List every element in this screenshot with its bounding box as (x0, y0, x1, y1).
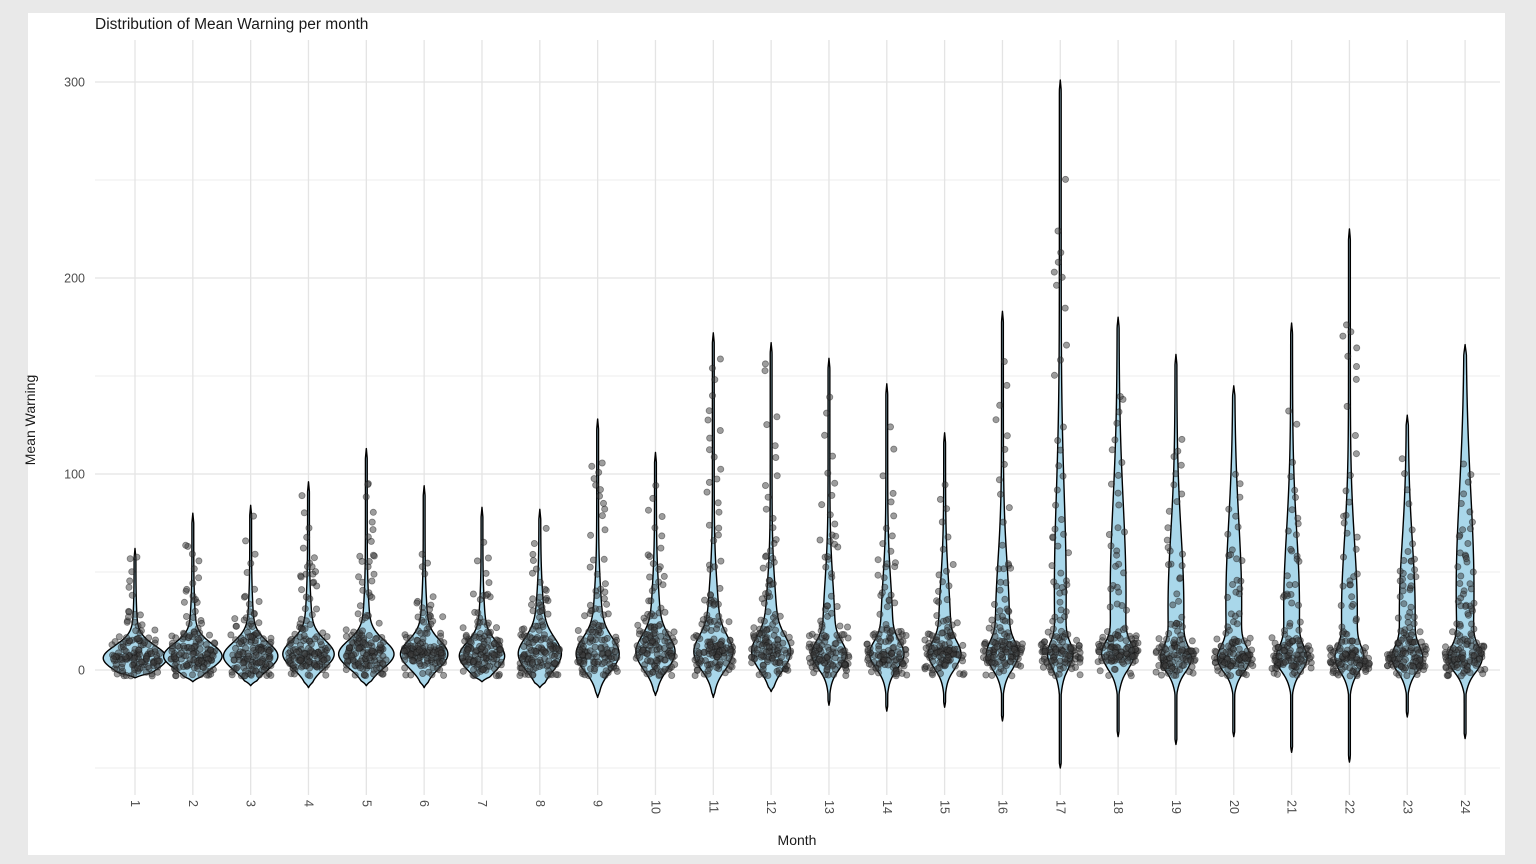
svg-text:21: 21 (1285, 800, 1299, 814)
svg-text:7: 7 (475, 800, 489, 807)
svg-text:300: 300 (64, 76, 85, 90)
svg-text:24: 24 (1458, 800, 1472, 814)
svg-text:10: 10 (648, 800, 662, 814)
svg-text:2: 2 (186, 800, 200, 807)
svg-text:18: 18 (1111, 800, 1125, 814)
chart-title: Distribution of Mean Warning per month (95, 16, 369, 33)
x-axis-title: Month (777, 832, 817, 848)
svg-text:20: 20 (1227, 800, 1241, 814)
svg-text:200: 200 (64, 272, 85, 286)
svg-text:16: 16 (995, 800, 1009, 814)
svg-text:1: 1 (128, 800, 142, 807)
svg-text:19: 19 (1169, 800, 1183, 814)
svg-text:5: 5 (359, 800, 373, 807)
svg-text:3: 3 (244, 800, 258, 807)
svg-text:0: 0 (78, 664, 85, 678)
svg-text:23: 23 (1400, 800, 1414, 814)
svg-text:11: 11 (706, 800, 720, 813)
svg-text:4: 4 (301, 800, 315, 807)
svg-text:8: 8 (533, 800, 547, 807)
svg-text:100: 100 (64, 468, 85, 482)
svg-text:6: 6 (417, 800, 431, 807)
svg-text:15: 15 (938, 800, 952, 814)
svg-text:9: 9 (591, 800, 605, 807)
svg-text:12: 12 (764, 800, 778, 814)
chart-figure (28, 13, 1505, 855)
svg-text:22: 22 (1342, 800, 1356, 814)
svg-text:17: 17 (1053, 800, 1067, 814)
svg-text:13: 13 (822, 800, 836, 814)
svg-text:14: 14 (880, 800, 894, 814)
